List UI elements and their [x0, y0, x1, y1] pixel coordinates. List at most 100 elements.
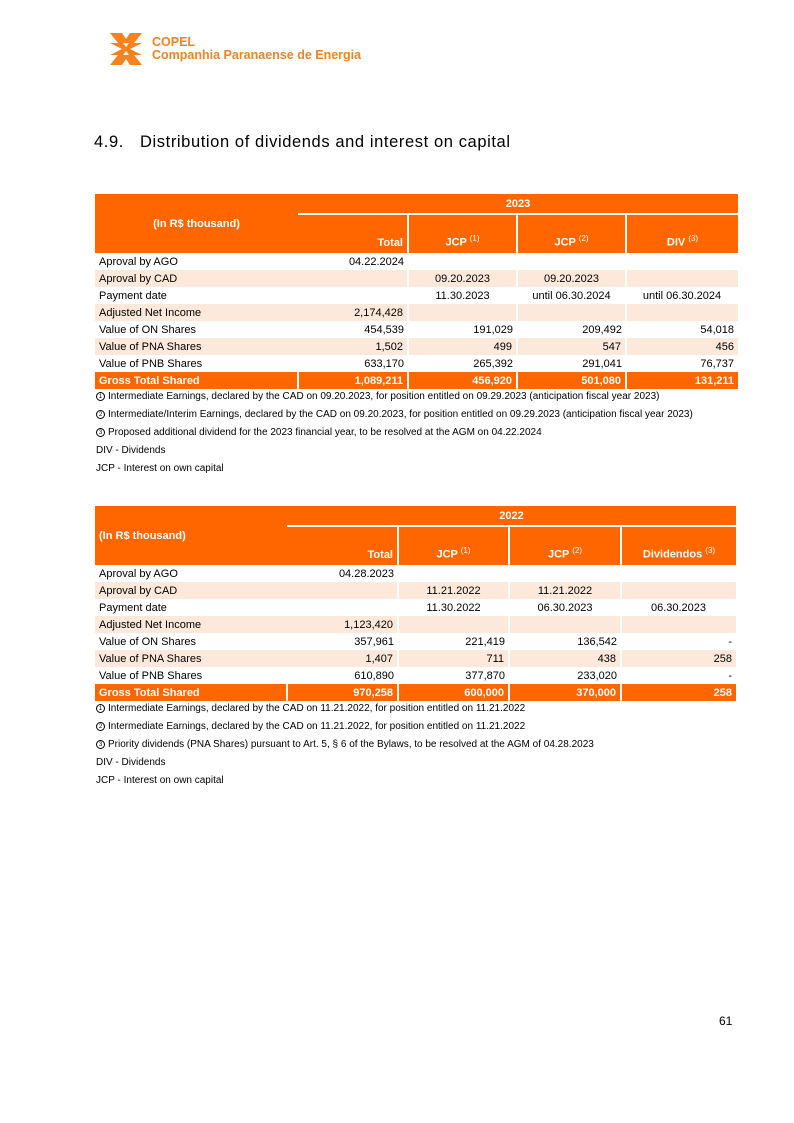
table-cell: 09.20.2023	[407, 270, 517, 287]
table-cell	[517, 253, 626, 270]
footnote-ref: (1)	[460, 546, 471, 556]
table-cell	[625, 304, 738, 321]
table-cell: 2,174,428	[298, 304, 408, 321]
unit-label: (In R$ thousand)	[95, 506, 287, 565]
footnote-ref: (1)	[469, 234, 480, 244]
table-cell: 233,020	[577, 669, 617, 682]
column-label: JCP	[547, 549, 570, 561]
footnote: 3 Proposed additional dividend for the 20…	[96, 424, 693, 442]
column-header: JCP (1)	[397, 526, 509, 565]
table-cell	[620, 616, 736, 633]
table-cell: 357,961	[354, 635, 394, 648]
footnote-text: Intermediate/Interim Earnings, declared …	[108, 409, 693, 420]
table-cell	[397, 616, 509, 633]
column-label: Total	[377, 237, 403, 249]
table-cell: 711	[397, 650, 509, 667]
table-cell	[516, 304, 626, 321]
table-cell: -	[728, 635, 732, 648]
row-label: Value of PNA Shares	[95, 650, 287, 667]
footnote-text: DIV - Dividends	[96, 445, 166, 456]
row-label: Adjusted Net Income	[95, 304, 298, 321]
table-cell	[407, 304, 517, 321]
table-cell: 499	[407, 338, 517, 355]
footnote-text: DIV - Dividends	[96, 757, 166, 768]
dividends-table-2023: (In R$ thousand) 2023 Total JCP (1) JCP (2) D…	[95, 194, 738, 389]
table-row: Aproval by AGO 04.28.2023	[95, 565, 736, 582]
copel-logo-icon	[110, 33, 142, 65]
table-cell: 04.28.2023	[338, 567, 394, 580]
table-cell: 438	[508, 650, 621, 667]
table-cell: 76,737	[700, 357, 734, 370]
table-cell	[408, 253, 517, 270]
column-label: Dividendos	[642, 549, 703, 561]
table-cell: 258	[620, 650, 736, 667]
table-cell: until 06.30.2024	[532, 289, 611, 302]
footnotes: 1 Intermediate Earnings, declared by the …	[96, 700, 594, 790]
footnote: JCP - Interest on own capital	[96, 772, 594, 790]
table-row: Aproval by CAD 11.21.2022 11.21.2022	[95, 582, 736, 599]
column-label: JCP	[436, 549, 458, 561]
company-short-name: COPEL	[152, 35, 196, 49]
table-cell	[298, 270, 408, 287]
total-cell: 456,920	[407, 372, 517, 389]
footnote-ref: (2)	[578, 234, 589, 244]
table-row: Value of PNB Shares 610,890 377,870 233,020…	[95, 667, 736, 684]
footnote: 1 Intermediate Earnings, declared by the …	[96, 388, 693, 406]
table-cell: -	[728, 669, 732, 682]
row-label: Aproval by CAD	[95, 270, 298, 287]
row-label: Value of ON Shares	[99, 635, 197, 648]
total-cell: 370,000	[508, 684, 621, 701]
footnote: DIV - Dividends	[96, 754, 594, 772]
table-cell: 11.21.2022	[508, 582, 621, 599]
footnote-marker: 2	[96, 410, 105, 419]
total-cell: 501,080	[516, 372, 626, 389]
table-cell: 11.21.2022	[397, 582, 509, 599]
column-label: JCP	[554, 237, 576, 249]
table-cell	[287, 582, 398, 599]
table-row: Value of ON Shares 454,539 191,029 209,492 5…	[95, 321, 738, 338]
section-title: 4.9. Distribution of dividends and intere…	[94, 133, 511, 152]
company-full-name: Companhia Paranaense de Energia	[152, 48, 362, 62]
table-cell: 54,018	[700, 323, 734, 336]
table-cell: 1,502	[298, 338, 408, 355]
table-cell: 456	[625, 338, 738, 355]
table-cell	[398, 565, 509, 582]
table-cell: 11.30.2022	[426, 601, 481, 614]
row-label: Payment date	[99, 289, 167, 302]
footnote-text: JCP - Interest on own capital	[96, 463, 224, 474]
table-cell: 191,029	[473, 323, 513, 336]
year-header: 2022	[287, 506, 736, 527]
footnotes: 1 Intermediate Earnings, declared by the …	[96, 388, 693, 478]
section-title-text: Distribution of dividends and interest o…	[140, 133, 511, 151]
footnote-marker: 2	[96, 722, 105, 731]
table-row: Aproval by AGO 04.22.2024	[95, 253, 738, 270]
year-header: 2023	[298, 194, 738, 215]
row-label: Value of PNA Shares	[95, 338, 298, 355]
column-header: DIV (3)	[625, 214, 738, 253]
row-label: Value of PNB Shares	[99, 357, 203, 370]
table-cell: 06.30.2023	[537, 601, 593, 614]
column-header: JCP (1)	[407, 214, 517, 253]
column-header: Dividendos (3)	[620, 526, 736, 565]
row-label: Adjusted Net Income	[95, 616, 287, 633]
footnote: 3 Priority dividends (PNA Shares) pursuan…	[96, 736, 594, 754]
footnote: JCP - Interest on own capital	[96, 460, 693, 478]
footnote: DIV - Dividends	[96, 442, 693, 460]
table-cell: until 06.30.2024	[642, 289, 722, 302]
column-header: Total	[287, 526, 398, 565]
header-row: (In R$ thousand) 2023	[95, 194, 738, 253]
table-row: Value of PNA Shares 1,502 499 547 456	[95, 338, 738, 355]
table-cell: 454,539	[364, 323, 404, 336]
footnote-text: Proposed additional dividend for the 202…	[108, 427, 542, 438]
table-cell: 1,407	[287, 650, 398, 667]
total-cell: 131,211	[625, 372, 738, 389]
column-header: JCP (2)	[516, 214, 626, 253]
total-cell: 1,089,211	[297, 372, 408, 389]
table-cell	[509, 565, 621, 582]
table-cell: 11.30.2023	[435, 289, 490, 302]
column-header-row: Total JCP (1) JCP (2) Dividendos (3)	[95, 526, 736, 565]
page-number: 61	[719, 1014, 733, 1028]
dividends-table-2022: (In R$ thousand) 2022 Total JCP (1) JCP (2) D…	[95, 506, 736, 701]
footnote: 1 Intermediate Earnings, declared by the …	[96, 700, 594, 718]
table-cell: 610,890	[354, 669, 394, 682]
